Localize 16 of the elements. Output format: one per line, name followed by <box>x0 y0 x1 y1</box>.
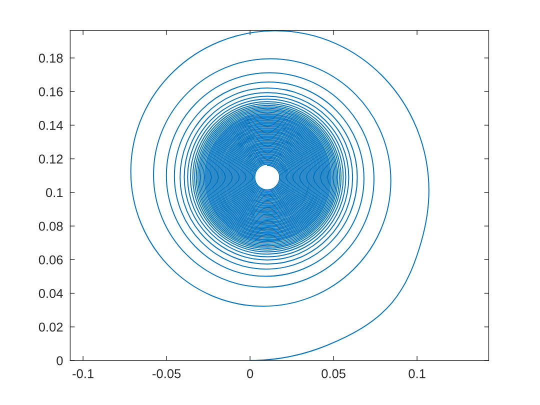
y-tick-label: 0.14 <box>38 120 63 130</box>
y-tick-label: 0.16 <box>38 87 63 96</box>
y-tick-label: 0.18 <box>38 54 63 63</box>
y-tick-label: 0.04 <box>38 288 63 298</box>
x-tick-label: 0 <box>247 369 254 378</box>
y-tick-label: 0.12 <box>38 154 63 164</box>
x-tick-label: 0.1 <box>408 369 426 378</box>
y-tick-label: 0.06 <box>38 255 63 264</box>
y-tick-label: 0.1 <box>46 188 63 198</box>
y-tick-label: 0.02 <box>38 322 63 332</box>
line-series <box>130 30 430 360</box>
x-tick-label: 0.05 <box>322 369 346 378</box>
y-tick-label: 0.08 <box>38 222 63 231</box>
x-tick-label: -0.05 <box>152 369 181 378</box>
x-tick-label: -0.1 <box>72 369 94 378</box>
y-tick-label: 0 <box>56 356 63 366</box>
